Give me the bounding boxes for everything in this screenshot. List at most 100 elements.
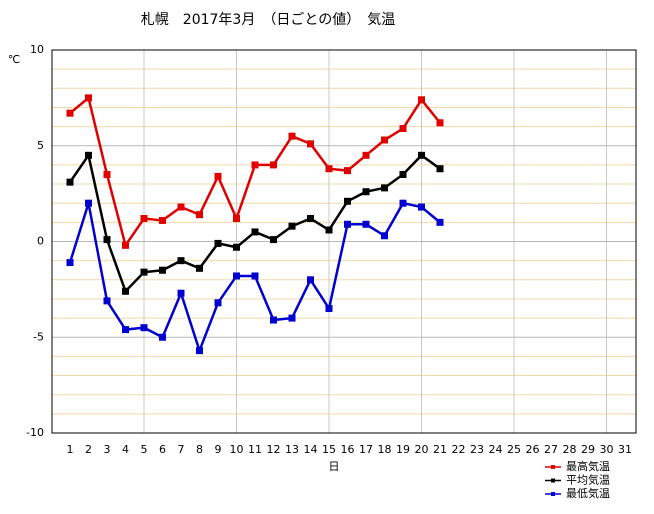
point-marker [140, 268, 148, 276]
point-marker [251, 272, 259, 280]
point-marker [399, 125, 407, 133]
point-marker [344, 167, 351, 175]
x-tick-label: 23 [470, 443, 484, 456]
y-tick-label: 0 [37, 235, 44, 248]
point-marker [159, 333, 166, 341]
x-tick-label: 13 [285, 443, 299, 456]
point-marker [177, 289, 185, 297]
x-tick-label: 3 [104, 443, 111, 456]
point-marker [85, 94, 92, 102]
x-tick-label: 8 [196, 443, 203, 456]
point-marker [344, 220, 351, 228]
point-marker [66, 259, 74, 267]
point-marker [381, 184, 388, 192]
point-marker [177, 203, 185, 211]
x-tick-label: 14 [304, 443, 318, 456]
x-tick-label: 18 [378, 443, 392, 456]
x-tick-label: 11 [248, 443, 262, 456]
x-tick-label: 17 [359, 443, 373, 456]
y-tick-label: -10 [26, 426, 44, 439]
point-marker [288, 314, 296, 322]
x-tick-label: 19 [396, 443, 410, 456]
point-marker [436, 119, 444, 127]
x-tick-label: 4 [122, 443, 129, 456]
x-tick-label: 12 [267, 443, 281, 456]
point-marker [196, 264, 203, 272]
point-marker [307, 140, 314, 148]
point-marker [418, 203, 425, 211]
point-marker [177, 257, 185, 265]
x-tick-label: 16 [341, 443, 355, 456]
point-marker [307, 276, 314, 284]
x-tick-label: 1 [67, 443, 74, 456]
point-marker [233, 215, 240, 223]
x-tick-label: 30 [600, 443, 614, 456]
point-marker [418, 96, 425, 104]
x-axis-label: 日 [329, 460, 340, 473]
x-tick-label: 27 [544, 443, 558, 456]
x-tick-label: 6 [159, 443, 166, 456]
point-marker [362, 188, 370, 196]
point-marker [196, 347, 203, 355]
x-tick-label: 31 [618, 443, 632, 456]
point-marker [251, 228, 259, 236]
point-marker [418, 151, 425, 159]
point-marker [140, 215, 148, 223]
point-marker [399, 170, 407, 178]
point-marker [270, 236, 277, 244]
series-line [68, 152, 441, 294]
point-marker [122, 326, 129, 334]
point-marker [436, 165, 444, 173]
point-marker [214, 299, 222, 307]
legend-label: 最高気温 [566, 459, 610, 473]
point-marker [214, 239, 222, 247]
point-marker [103, 170, 111, 178]
x-tick-label: 26 [526, 443, 540, 456]
y-tick-label: 5 [37, 139, 44, 152]
point-marker [288, 132, 296, 140]
x-tick-label: 10 [230, 443, 244, 456]
point-marker [159, 216, 166, 224]
point-marker [140, 324, 148, 332]
series-line [69, 95, 441, 249]
point-marker [251, 161, 259, 169]
point-marker [362, 151, 370, 159]
point-marker [344, 197, 351, 205]
point-marker [85, 199, 92, 207]
point-marker [362, 220, 370, 228]
point-marker [196, 211, 203, 219]
legend-marker [551, 492, 555, 496]
x-tick-label: 2 [85, 443, 92, 456]
x-tick-label: 21 [433, 443, 447, 456]
x-tick-label: 24 [489, 443, 503, 456]
x-tick-label: 20 [415, 443, 429, 456]
x-tick-label: 9 [215, 443, 222, 456]
x-tick-label: 15 [322, 443, 336, 456]
point-marker [325, 305, 333, 313]
point-marker [325, 165, 333, 173]
x-tick-label: 25 [507, 443, 521, 456]
legend-marker [551, 478, 555, 483]
point-marker [288, 222, 296, 230]
x-tick-label: 22 [452, 443, 466, 456]
x-tick-label: 28 [563, 443, 577, 456]
point-marker [399, 199, 407, 207]
point-marker [103, 297, 111, 305]
point-marker [436, 218, 444, 226]
point-marker [66, 109, 74, 117]
point-marker [381, 136, 388, 144]
point-marker [159, 266, 166, 274]
y-tick-label: -5 [33, 330, 44, 343]
point-marker [233, 272, 240, 280]
point-marker [103, 236, 111, 244]
y-tick-label: 10 [30, 43, 44, 56]
point-marker [233, 243, 240, 251]
point-marker [381, 232, 388, 240]
x-tick-label: 5 [141, 443, 148, 456]
point-marker [270, 316, 277, 324]
point-marker [325, 226, 333, 234]
y-axis-label: ℃ [8, 53, 20, 66]
plot-border [51, 49, 637, 434]
x-tick-label: 7 [178, 443, 185, 456]
